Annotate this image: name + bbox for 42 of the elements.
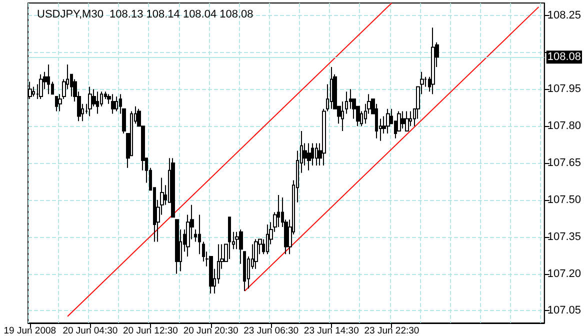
x-tick-label: 23 Jun 06:30 (244, 326, 299, 336)
candlestick (266, 224, 269, 255)
x-tick-label: 20 Jun 04:30 (62, 326, 118, 336)
candlestick (405, 110, 409, 132)
candlestick (254, 238, 258, 270)
candlestick (431, 27, 435, 95)
candlestick (330, 66, 333, 110)
y-tick-label: 107.50 (547, 194, 582, 206)
x-tick-label: 19 Jun 2008 (4, 326, 56, 336)
y-tick-label: 107.20 (547, 268, 582, 280)
text: USDJPY,M30 108.13 108.14 108.04 108.08 (37, 8, 254, 20)
y-tick-label: 108.25 (547, 9, 582, 22)
candlestick (239, 228, 243, 264)
candlestick (32, 86, 35, 98)
x-tick-label: 20 Jun 12:30 (123, 326, 178, 336)
candlestick (401, 110, 405, 130)
candlestick (315, 142, 318, 166)
candlestick (175, 219, 179, 274)
ref-line-label: 108.08 (547, 51, 582, 64)
y-tick-label: 107.95 (547, 83, 582, 96)
candlestick (111, 94, 115, 114)
candlestick (55, 96, 58, 112)
y-tick-label: 107.35 (547, 230, 582, 243)
candlestick (341, 100, 344, 132)
candlestick (345, 91, 348, 114)
candlestick (171, 158, 175, 218)
y-tick-label: 107.65 (547, 157, 582, 169)
candlestick (198, 214, 201, 255)
x-tick-label: 23 Jun 22:30 (364, 326, 420, 336)
candlestick (243, 251, 246, 292)
candlestick (228, 216, 231, 260)
candlestick (96, 91, 99, 114)
candlestick (115, 96, 118, 112)
candlestick (39, 74, 43, 100)
x-tick-label: 20 Jun 20:30 (183, 326, 238, 336)
candlestick (386, 108, 390, 134)
candlestick (47, 64, 50, 95)
candlestick (307, 142, 311, 171)
y-tick-label: 107.80 (547, 120, 582, 132)
y-tick-label: 107.05 (547, 304, 582, 317)
candlestick (88, 86, 92, 117)
x-tick-label: 23 Jun 14:30 (304, 326, 359, 336)
